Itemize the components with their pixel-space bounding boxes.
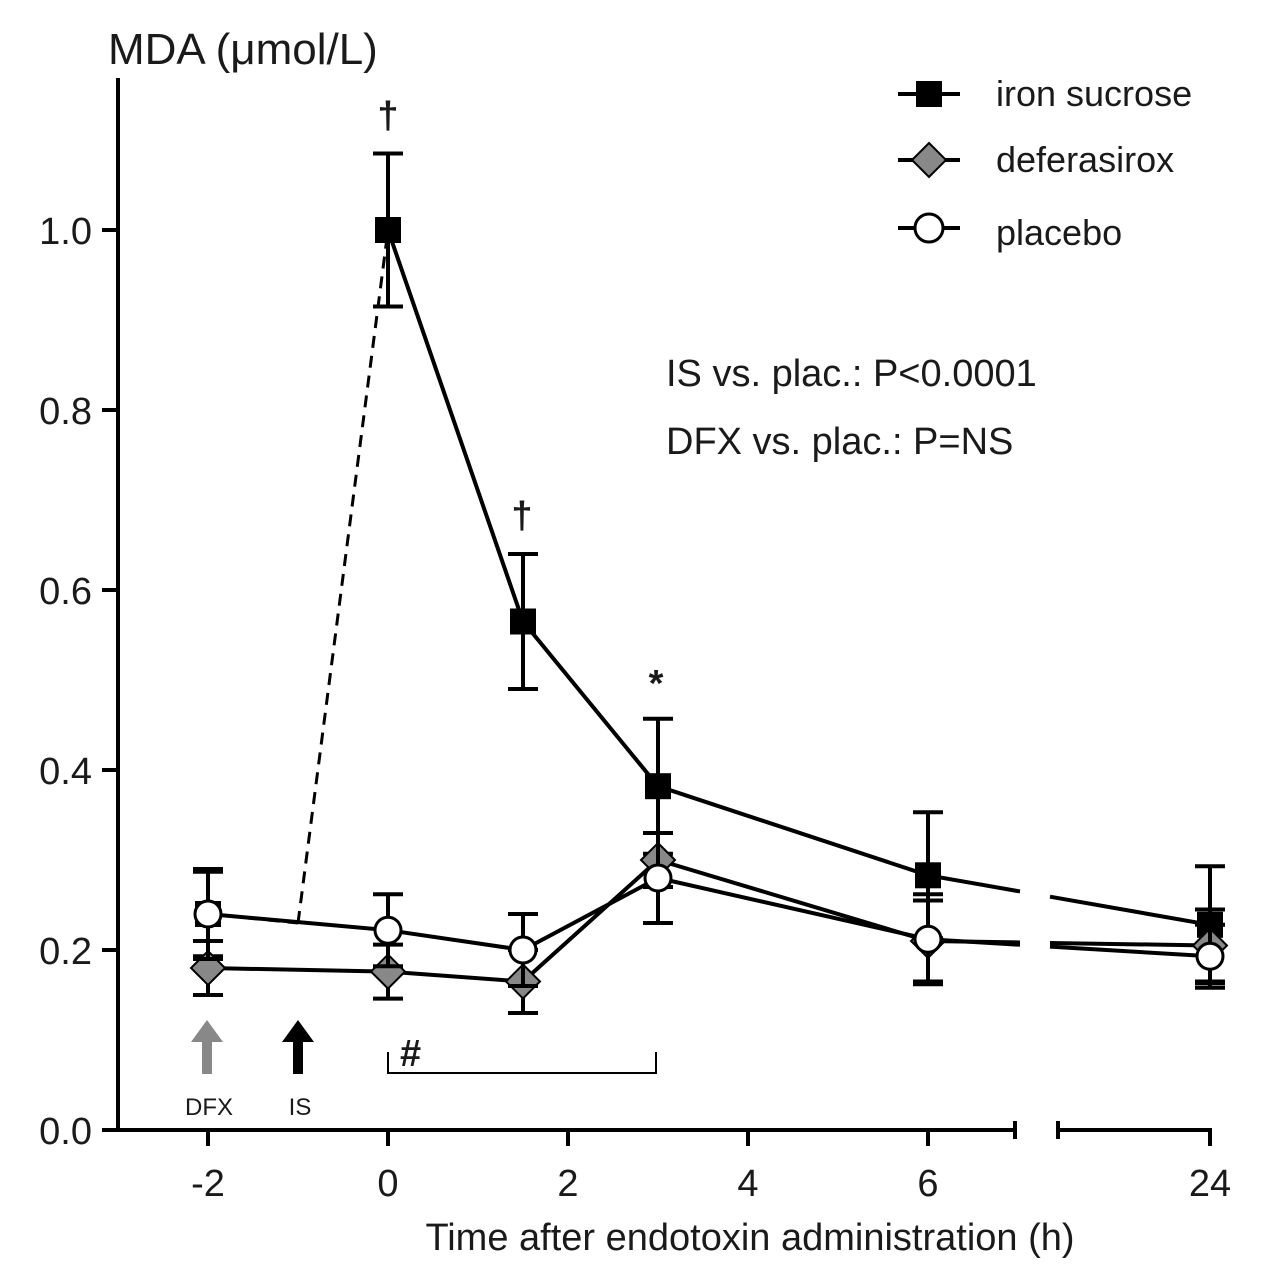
- series-line-segment: [657, 876, 929, 942]
- y-tick-label: 1.0: [39, 211, 92, 253]
- y-tick-label: 0.8: [39, 391, 92, 433]
- series-line-segment: [207, 966, 389, 974]
- series-dashed-segment: [296, 229, 390, 924]
- series-placebo: [193, 831, 1225, 990]
- legend-item-deferasirox: deferasirox: [898, 139, 1174, 180]
- data-point-square: [375, 217, 401, 243]
- series-line-segment: [521, 858, 660, 983]
- series-line-segment: [657, 784, 929, 878]
- diamond-marker-icon: [910, 141, 948, 179]
- y-tick-label: 0.6: [39, 571, 92, 613]
- data-point-circle: [193, 899, 223, 929]
- series-layer: [189, 151, 1229, 1015]
- x-tick-label: 2: [557, 1163, 578, 1205]
- star-marker-t3: *: [649, 663, 664, 705]
- stat-dfx-vs-placebo: DFX vs. plac.: P=NS: [666, 421, 1013, 463]
- data-point-circle: [1195, 941, 1225, 971]
- series-line-segment: [521, 620, 660, 788]
- series-line-segment: [927, 873, 1021, 894]
- dagger-marker-t0: †: [377, 95, 398, 137]
- y-ticks: 0.0 0.2 0.4 0.6 0.8 1.0: [39, 211, 118, 1153]
- data-point-circle: [373, 915, 403, 945]
- data-point-square: [510, 608, 536, 635]
- series-line-segment: [522, 876, 659, 952]
- y-tick-label: 0.2: [39, 931, 92, 973]
- data-point-square: [645, 773, 671, 800]
- legend-label-deferasirox: deferasirox: [996, 139, 1174, 180]
- data-point-circle: [913, 924, 943, 954]
- data-point-square: [915, 862, 941, 889]
- series-line-segment: [1049, 940, 1211, 948]
- y-tick-label: 0.4: [39, 751, 92, 793]
- x-tick-label: 6: [917, 1163, 938, 1205]
- series-line-segment: [207, 912, 389, 933]
- dagger-marker-t1.5: †: [511, 495, 532, 537]
- stat-is-vs-placebo: IS vs. plac.: P<0.0001: [666, 353, 1037, 395]
- x-tick-label: -2: [191, 1163, 225, 1205]
- series-line-segment: [927, 937, 1021, 947]
- legend-label-iron-sucrose: iron sucrose: [996, 73, 1192, 114]
- x-ticks: -2 0 2 4 6 24: [191, 1130, 1231, 1205]
- y-tick-label: 0.0: [39, 1111, 92, 1153]
- annotations: † † * # IS vs. plac.: P<0.0001 DFX vs. p…: [185, 95, 1037, 1121]
- legend-label-placebo: placebo: [996, 212, 1122, 253]
- series-line-segment: [387, 969, 524, 984]
- circle-marker-icon: [913, 212, 945, 244]
- hash-marker: #: [400, 1033, 421, 1075]
- is-arrow-icon: [282, 1020, 314, 1074]
- x-tick-label: 4: [737, 1163, 758, 1205]
- hash-bracket: [387, 1052, 657, 1074]
- series-line-segment: [1049, 894, 1211, 927]
- series-deferasirox: [189, 831, 1229, 1015]
- legend: iron sucrose deferasirox placebo: [898, 73, 1192, 253]
- series-line-segment: [386, 229, 525, 623]
- legend-item-placebo: placebo: [898, 212, 1122, 253]
- is-arrow-label: IS: [289, 1094, 312, 1121]
- y-axis-title: MDA (μmol/L): [108, 25, 378, 74]
- dfx-arrow-label: DFX: [185, 1094, 233, 1121]
- data-point-circle: [508, 935, 538, 965]
- series-iron-sucrose: [193, 151, 1225, 986]
- square-marker-icon: [916, 81, 942, 107]
- x-tick-label: 0: [377, 1163, 398, 1205]
- data-point-circle: [643, 863, 673, 893]
- x-tick-label: 24: [1189, 1163, 1231, 1205]
- dfx-arrow-icon: [191, 1020, 223, 1074]
- series-line-segment: [1049, 944, 1211, 959]
- series-line-segment: [387, 928, 524, 952]
- x-axis-title: Time after endotoxin administration (h): [425, 1217, 1074, 1259]
- legend-item-iron-sucrose: iron sucrose: [898, 73, 1192, 114]
